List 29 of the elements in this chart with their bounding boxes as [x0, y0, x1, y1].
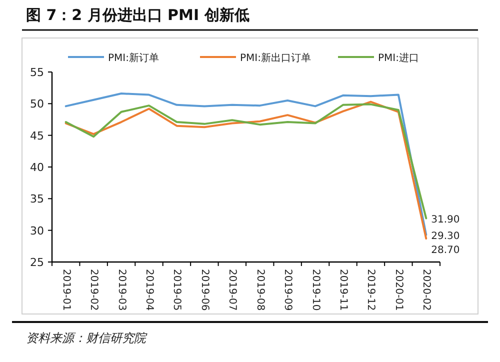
x-tick-label: 2019-08: [254, 269, 266, 311]
y-tick-label: 45: [30, 129, 44, 142]
x-tick-label: 2019-03: [116, 269, 127, 311]
x-tick-label: 2020-01: [392, 269, 404, 311]
x-tick-label: 2020-02: [420, 269, 432, 311]
y-tick-label: 35: [30, 192, 44, 206]
y-tick-label: 40: [30, 161, 44, 174]
x-tick-label: 2019-07: [226, 269, 238, 311]
x-tick-label: 2019-09: [282, 269, 294, 311]
y-tick-label: 55: [30, 66, 44, 79]
x-tick-label: 2019-12: [365, 269, 376, 311]
x-tick-label: 2019-06: [198, 269, 210, 311]
data-label: 29.30: [431, 230, 460, 242]
x-tick-label: 2019-10: [310, 269, 321, 311]
legend-label: PMI:新订单: [108, 52, 159, 64]
y-tick-label: 50: [30, 98, 44, 111]
x-tick-label: 2019-04: [144, 269, 154, 311]
legend-label: PMI:新出口订单: [240, 52, 311, 64]
text: 资料来源：财信研究院: [26, 331, 148, 345]
x-tick-label: 2019-11: [338, 269, 348, 311]
data-label: 28.70: [431, 244, 460, 256]
legend-label: PMI:进口: [378, 52, 419, 64]
data-label: 31.90: [431, 214, 460, 226]
y-tick-label: 30: [30, 224, 44, 238]
title: 图 7：2 月份进出口 PMI 创新低: [26, 6, 250, 24]
x-tick-label: 2019-01: [60, 269, 72, 311]
x-tick-label: 2019-02: [88, 269, 100, 311]
y-tick-label: 25: [30, 256, 44, 269]
x-tick-label: 2019-05: [171, 269, 182, 311]
